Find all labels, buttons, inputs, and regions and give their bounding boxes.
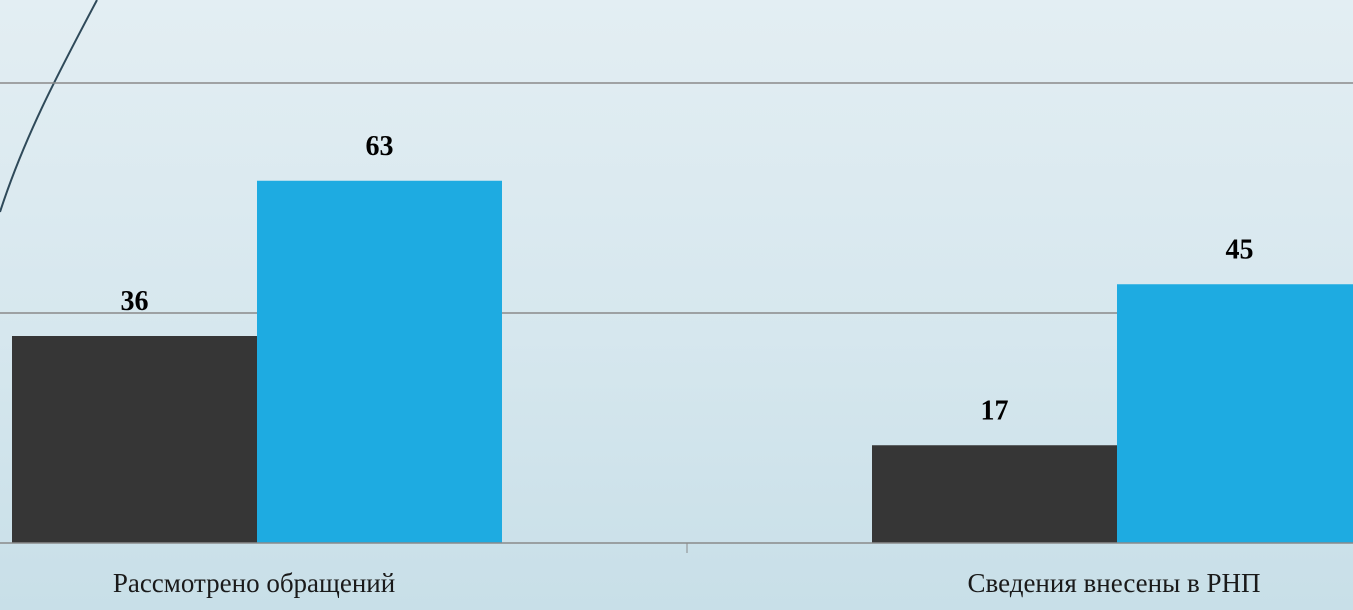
bar-series1-cat1 xyxy=(12,336,257,543)
data-label-series2-cat2: 45 xyxy=(1226,234,1254,265)
data-label-series1-cat1: 36 xyxy=(121,286,149,317)
data-labels: 36 17 63 45 xyxy=(121,131,1254,427)
bar-series1-cat2 xyxy=(872,445,1117,543)
gridlines xyxy=(0,82,1353,314)
bars xyxy=(12,180,1353,543)
category-label-2: Сведения внесены в РНП xyxy=(967,568,1260,598)
bar-series2-cat2 xyxy=(1117,284,1353,543)
x-axis: Рассмотрено обращений Сведения внесены в … xyxy=(0,542,1353,598)
decorative-curve xyxy=(0,0,98,213)
data-label-series2-cat1: 63 xyxy=(366,131,394,162)
category-label-1: Рассмотрено обращений xyxy=(113,568,395,598)
data-label-series1-cat2: 17 xyxy=(981,395,1009,426)
bar-series2-cat1 xyxy=(257,180,502,543)
